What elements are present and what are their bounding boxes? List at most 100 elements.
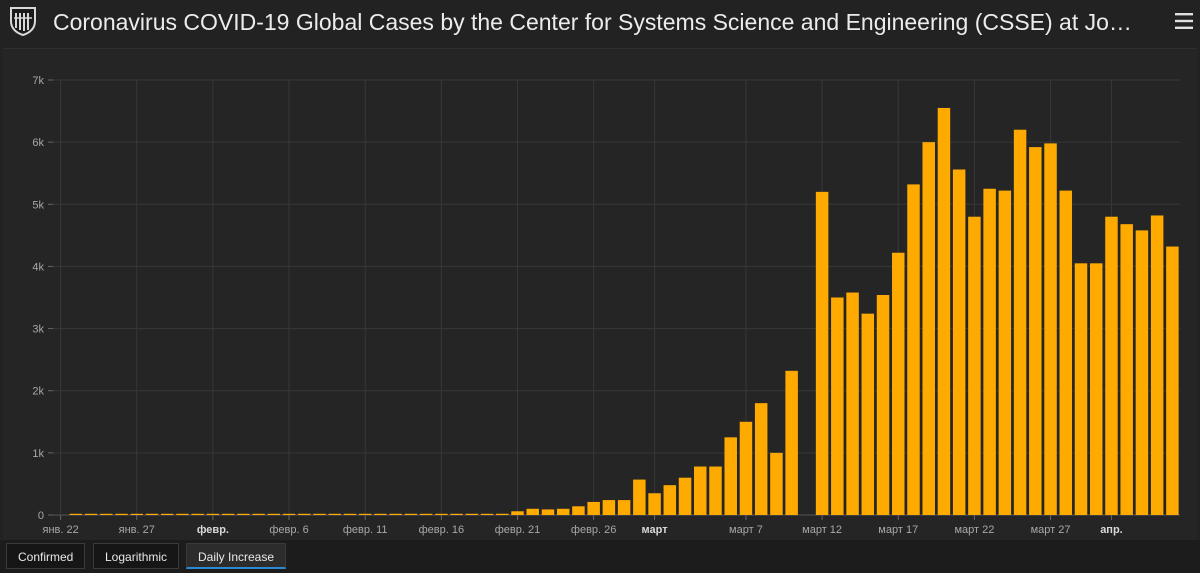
- chart-bar[interactable]: [922, 142, 935, 515]
- chart-bar[interactable]: [617, 500, 631, 515]
- chart-bar[interactable]: [785, 370, 798, 515]
- chart-bar[interactable]: [663, 485, 677, 515]
- chart-bar[interactable]: [191, 513, 204, 515]
- y-tick-label: 5k: [32, 199, 44, 211]
- chart-bar[interactable]: [831, 297, 844, 516]
- chart-bar[interactable]: [282, 513, 296, 515]
- x-tick-label: март 7: [729, 524, 763, 536]
- chart-bar[interactable]: [846, 292, 859, 515]
- chart-bar[interactable]: [1089, 263, 1103, 515]
- chart-panel: 0 1k 2k 3k 4k 5k 6k 7k янв. 22 янв. 27 февр. февр. …: [3, 48, 1197, 540]
- chart-bar[interactable]: [313, 513, 326, 515]
- x-tick-label: янв. 22: [42, 524, 78, 536]
- chart-bar[interactable]: [328, 513, 341, 515]
- chart-bar[interactable]: [84, 513, 98, 515]
- y-tick-label: 1k: [32, 448, 44, 460]
- chart-bar[interactable]: [876, 295, 890, 515]
- chart-bar[interactable]: [1074, 263, 1088, 515]
- tab-confirmed[interactable]: Confirmed: [6, 543, 86, 569]
- chart-bar[interactable]: [69, 513, 83, 515]
- y-tick-label: 0: [38, 510, 44, 522]
- chart-bar[interactable]: [435, 513, 448, 515]
- chart-bar[interactable]: [1105, 216, 1118, 515]
- chart-bar[interactable]: [602, 500, 616, 515]
- chart-bar[interactable]: [968, 216, 981, 515]
- chart-bar[interactable]: [861, 313, 875, 515]
- chart-bar[interactable]: [115, 513, 128, 515]
- chart-bar[interactable]: [176, 513, 189, 515]
- chart-bar[interactable]: [389, 513, 402, 515]
- chart-bar[interactable]: [100, 513, 113, 515]
- chart-bar[interactable]: [770, 452, 783, 515]
- chart-bar[interactable]: [496, 513, 509, 515]
- tab-daily-increase[interactable]: Daily Increase: [186, 543, 287, 569]
- chart-bar[interactable]: [130, 513, 144, 515]
- university-shield-icon: [10, 7, 36, 36]
- hamburger-menu-icon[interactable]: [1172, 9, 1196, 33]
- chart-bar[interactable]: [678, 477, 692, 515]
- daily-increase-bar-chart: 0 1k 2k 3k 4k 5k 6k 7k янв. 22 янв. 27 февр. февр. …: [32, 75, 1180, 536]
- chart-bar[interactable]: [556, 508, 570, 515]
- chart-bar[interactable]: [648, 493, 661, 515]
- chart-bar[interactable]: [998, 190, 1012, 516]
- chart-bar[interactable]: [983, 188, 996, 515]
- chart-bar[interactable]: [419, 513, 433, 515]
- chart-bar[interactable]: [572, 506, 585, 515]
- chart-bar[interactable]: [267, 513, 281, 515]
- x-tick-label: март 12: [802, 524, 842, 536]
- chart-bar[interactable]: [1044, 143, 1057, 515]
- chart-bar[interactable]: [952, 169, 966, 515]
- chart-bar[interactable]: [511, 511, 524, 515]
- chart-bar[interactable]: [1013, 129, 1027, 515]
- chart-bar[interactable]: [1029, 147, 1042, 516]
- chart-bar[interactable]: [724, 437, 737, 515]
- chart-bar[interactable]: [907, 184, 920, 515]
- chart-bar[interactable]: [160, 513, 174, 515]
- x-tick-label: февр. 11: [343, 524, 388, 536]
- chart-bar[interactable]: [1059, 190, 1073, 516]
- chart-bar[interactable]: [541, 509, 555, 515]
- chart-bar[interactable]: [709, 466, 722, 515]
- chart-bar[interactable]: [358, 513, 372, 515]
- y-tick-label: 3k: [32, 324, 44, 336]
- chart-bar[interactable]: [480, 513, 494, 515]
- chart-bar[interactable]: [937, 107, 951, 516]
- chart-bar[interactable]: [1135, 230, 1149, 515]
- chart-bar[interactable]: [587, 501, 600, 515]
- chart-bar[interactable]: [465, 513, 479, 515]
- chart-bar[interactable]: [206, 513, 220, 515]
- chart-bar[interactable]: [1150, 215, 1164, 515]
- y-tick-label: 2k: [32, 386, 44, 398]
- chart-bar[interactable]: [145, 513, 159, 515]
- chart-bar[interactable]: [252, 513, 265, 515]
- chart-bar[interactable]: [237, 513, 250, 515]
- chart-bar[interactable]: [1120, 224, 1133, 516]
- chart-bar[interactable]: [694, 466, 707, 515]
- chart-bar[interactable]: [404, 513, 418, 515]
- x-tick-label: февр. 6: [269, 524, 308, 536]
- y-tick-label: 4k: [32, 261, 44, 273]
- chart-bar[interactable]: [892, 252, 905, 515]
- chart-bar[interactable]: [526, 508, 539, 515]
- x-tick-label: март 17: [878, 524, 918, 536]
- chart-tabs: Confirmed Logarithmic Daily Increase: [0, 540, 1200, 573]
- x-tick-label: апр.: [1100, 524, 1123, 536]
- x-tick-label: февр. 21: [495, 524, 540, 536]
- x-tick-label: февр. 26: [571, 524, 616, 536]
- chart-bar[interactable]: [343, 513, 357, 515]
- chart-bar[interactable]: [1166, 246, 1179, 516]
- x-tick-label: март 27: [1031, 524, 1071, 536]
- chart-bar[interactable]: [754, 403, 768, 515]
- x-tick-label: февр.: [197, 524, 229, 536]
- chart-bar[interactable]: [221, 513, 235, 515]
- y-tick-label: 7k: [32, 75, 44, 87]
- chart-bar[interactable]: [450, 513, 463, 515]
- chart-bar[interactable]: [374, 513, 387, 515]
- x-tick-label: янв. 27: [119, 524, 155, 536]
- tab-logarithmic[interactable]: Logarithmic: [93, 543, 180, 569]
- chart-bar[interactable]: [633, 479, 646, 515]
- chart-bar[interactable]: [298, 513, 311, 515]
- chart-bar[interactable]: [815, 191, 829, 516]
- chart-bar[interactable]: [739, 421, 753, 515]
- dashboard-title: Coronavirus COVID-19 Global Cases by the…: [53, 9, 1132, 35]
